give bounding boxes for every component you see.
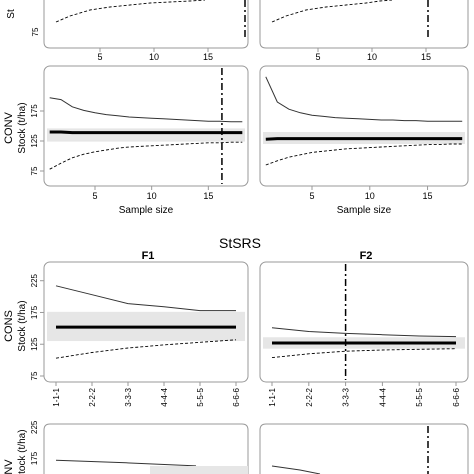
top-f2-x-tick-15: 15 — [421, 52, 431, 62]
conv-f2-x-tick-15: 15 — [423, 191, 433, 201]
top-f1-lower-line — [55, 0, 206, 23]
y-axis-label-cons: Stock (t/ha) — [17, 300, 28, 351]
y-axis-label-partial: Stock (t/ha) — [17, 429, 28, 474]
conv-f2-x-axis-label: Sample size — [337, 205, 392, 216]
conv-f2-frame — [259, 65, 469, 187]
conv-f2-x-tick-10: 10 — [365, 191, 375, 201]
cons-f1-stsrs-y-tick-125: 125 — [30, 337, 39, 351]
cons-f1-stsrs-lower-line — [55, 339, 237, 359]
conv-f1-x-tick-10: 10 — [147, 191, 157, 201]
conv-f2-lower-line — [265, 143, 463, 166]
row-label-conv: CONV — [3, 111, 15, 143]
cons-f1-stsrs-x-tick-4-4-4: 4-4-4 — [160, 387, 169, 406]
bottom-f2-frame — [259, 423, 469, 474]
conv-f2-mean-line — [265, 137, 463, 141]
top-f2-x-tick-10: 10 — [367, 52, 377, 62]
y-axis-label-conv: Stock (t/ha) — [17, 102, 28, 153]
bottom-f1-ci-band — [150, 466, 248, 474]
cons-f2-stsrs-x-tick-3-3-3: 3-3-3 — [342, 387, 351, 406]
top-f1-x-tick-15: 15 — [203, 52, 213, 62]
top-f1-x-tick-10: 10 — [149, 52, 159, 62]
cons-f2-stsrs-x-tick-6-6-6: 6-6-6 — [452, 387, 461, 406]
cons-f2-stsrs-lower-line — [271, 348, 457, 359]
cons-f1-stsrs-x-tick-6-6-6: 6-6-6 — [232, 387, 241, 406]
conv-f1-upper-line — [49, 97, 243, 123]
col-label-f2: F2 — [360, 250, 373, 262]
bottom-f2-upper-line — [271, 465, 321, 474]
cons-f2-stsrs-upper-line — [271, 327, 457, 338]
top-f1-x-tick-5: 5 — [97, 52, 102, 62]
conv-f1-mean-line — [49, 130, 243, 135]
conv-f1-y-tick-175: 175 — [30, 104, 39, 118]
panel-frame-top-f2 — [259, 0, 469, 49]
conv-f1-y-tick-125: 125 — [30, 134, 39, 148]
cons-f2-stsrs-x-tick-4-4-4: 4-4-4 — [378, 387, 387, 406]
cons-f1-stsrs-x-tick-3-3-3: 3-3-3 — [124, 387, 133, 406]
cons-f1-stsrs-frame — [43, 261, 249, 383]
bottom-f1-upper-line — [55, 459, 197, 467]
conv-f1-ci-band — [47, 128, 245, 142]
cons-f1-stsrs-x-tick-5-5-5: 5-5-5 — [196, 387, 205, 406]
cons-f1-stsrs-upper-line — [55, 285, 236, 312]
cons-f2-stsrs-x-tick-1-1-1: 1-1-1 — [268, 387, 277, 406]
top-f1-x-ticks: 5 10 15 — [97, 48, 213, 62]
bottom-f1-y-tick-175: 175 — [30, 451, 39, 465]
cons-f1-stsrs-y-tick-225: 225 — [30, 273, 39, 287]
cons-f1-stsrs-y-tick-175: 175 — [30, 305, 39, 319]
bottom-f1-y-tick-225: 225 — [30, 420, 39, 434]
bottom-f1-frame — [43, 423, 249, 474]
cons-f2-stsrs-x-tick-5-5-5: 5-5-5 — [415, 387, 424, 406]
plot-area: 75 125 175 5 10 15 Sample size 5 10 15 Sample size… — [30, 65, 469, 474]
panel-frame-top-f1 — [43, 0, 249, 49]
cons-f1-stsrs-y-tick-75: 75 — [30, 371, 39, 380]
cons-f1-stsrs-x-tick-1-1-1: 1-1-1 — [52, 387, 61, 406]
top-partial-row: 75 5 10 15 5 10 15 St — [6, 0, 469, 62]
cons-f2-stsrs-frame — [259, 261, 469, 383]
conv-f2-x-tick-5: 5 — [309, 191, 314, 201]
top-f2-lower-line — [271, 0, 393, 23]
conv-f1-x-tick-5: 5 — [92, 191, 97, 201]
conv-f1-x-axis-label: Sample size — [119, 205, 174, 216]
top-row-label-partial: St — [6, 9, 17, 19]
top-f2-x-ticks: 5 10 15 — [315, 48, 431, 62]
section-title: StSRS — [219, 235, 261, 251]
cons-f2-stsrs-x-tick-2-2-2: 2-2-2 — [305, 387, 314, 406]
row-label-cons: CONS — [3, 310, 15, 342]
col-label-f1: F1 — [142, 250, 155, 262]
conv-f2-upper-line — [265, 76, 463, 122]
conv-f1-lower-line — [49, 141, 243, 170]
top-f2-x-tick-5: 5 — [315, 52, 320, 62]
top-f1-y-tick-75: 75 — [31, 27, 40, 36]
cons-f1-stsrs-x-tick-2-2-2: 2-2-2 — [88, 387, 97, 406]
row-label-conv-partial: NV — [3, 459, 15, 474]
conv-f1-x-tick-15: 15 — [203, 191, 213, 201]
conv-f1-frame — [43, 65, 249, 187]
conv-f1-y-tick-75: 75 — [30, 166, 39, 175]
